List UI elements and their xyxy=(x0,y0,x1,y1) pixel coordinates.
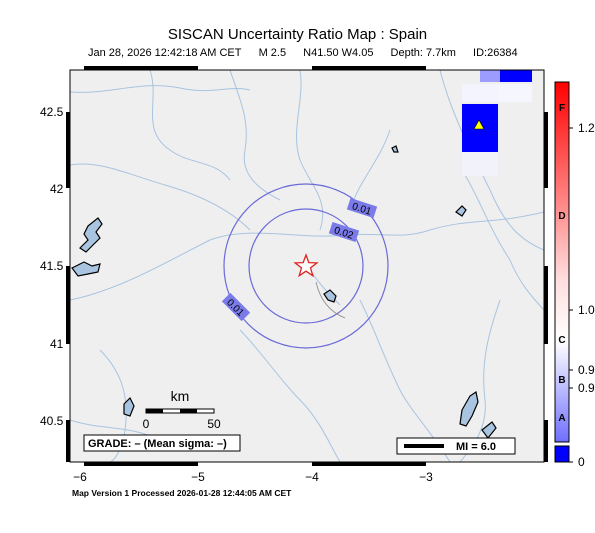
grade-box: GRADE: – (Mean sigma: –) xyxy=(83,434,241,452)
event-id: ID:26384 xyxy=(473,47,518,59)
svg-text:B: B xyxy=(558,375,565,386)
rivers xyxy=(70,70,544,462)
svg-text:C: C xyxy=(558,335,565,346)
reservoirs xyxy=(71,145,497,439)
svg-text:40.5: 40.5 xyxy=(40,414,64,428)
svg-text:D: D xyxy=(558,211,565,222)
svg-text:−3: −3 xyxy=(419,470,433,484)
event-depth: Depth: 7.7km xyxy=(390,47,456,59)
svg-text:−5: −5 xyxy=(191,470,205,484)
svg-text:A: A xyxy=(558,413,565,424)
svg-text:42.5: 42.5 xyxy=(40,105,64,119)
colorbar: F D C B A 1.2 1.0 0.9 0.9 0 xyxy=(554,81,595,469)
star-icon xyxy=(293,253,319,278)
frame-ticks xyxy=(66,66,548,466)
event-magnitude: M 2.5 xyxy=(258,47,287,59)
mi-legend: MI = 6.0 xyxy=(396,437,516,455)
map-title: SISCAN Uncertainty Ratio Map : Spain xyxy=(167,26,428,43)
svg-text:41: 41 xyxy=(50,337,64,351)
svg-text:0.9: 0.9 xyxy=(578,363,595,377)
svg-text:MI = 6.0: MI = 6.0 xyxy=(456,441,496,453)
lon-labels: −6 −5 −4 −3 xyxy=(73,470,433,484)
svg-text:GRADE: – (Mean sigma: –): GRADE: – (Mean sigma: –) xyxy=(88,438,227,450)
event-datetime: Jan 28, 2026 12:42:18 AM CET xyxy=(88,47,242,59)
svg-text:−4: −4 xyxy=(305,470,319,484)
svg-text:41.5: 41.5 xyxy=(40,259,64,273)
lat-labels: 42.5 42 41.5 41 40.5 xyxy=(40,105,64,428)
svg-text:0: 0 xyxy=(578,455,585,469)
svg-text:km: km xyxy=(171,388,190,404)
uncertainty-cells xyxy=(462,70,532,176)
svg-text:1.2: 1.2 xyxy=(578,121,595,135)
event-info: Jan 28, 2026 12:42:18 AM CET M 2.5 N41.5… xyxy=(88,47,532,59)
svg-text:1.0: 1.0 xyxy=(578,303,595,317)
svg-text:−6: −6 xyxy=(73,470,87,484)
svg-text:F: F xyxy=(559,103,565,114)
svg-text:50: 50 xyxy=(207,417,221,431)
processing-note: Map Version 1 Processed 2026-01-28 12:44… xyxy=(72,488,292,498)
event-location: N41.50 W4.05 xyxy=(303,47,374,59)
svg-text:0.9: 0.9 xyxy=(578,381,595,395)
scale-bar: km 0 50 xyxy=(143,388,221,431)
contours xyxy=(223,183,389,349)
triangle-icon xyxy=(473,119,485,130)
svg-text:0: 0 xyxy=(143,417,150,431)
svg-text:42: 42 xyxy=(50,182,64,196)
